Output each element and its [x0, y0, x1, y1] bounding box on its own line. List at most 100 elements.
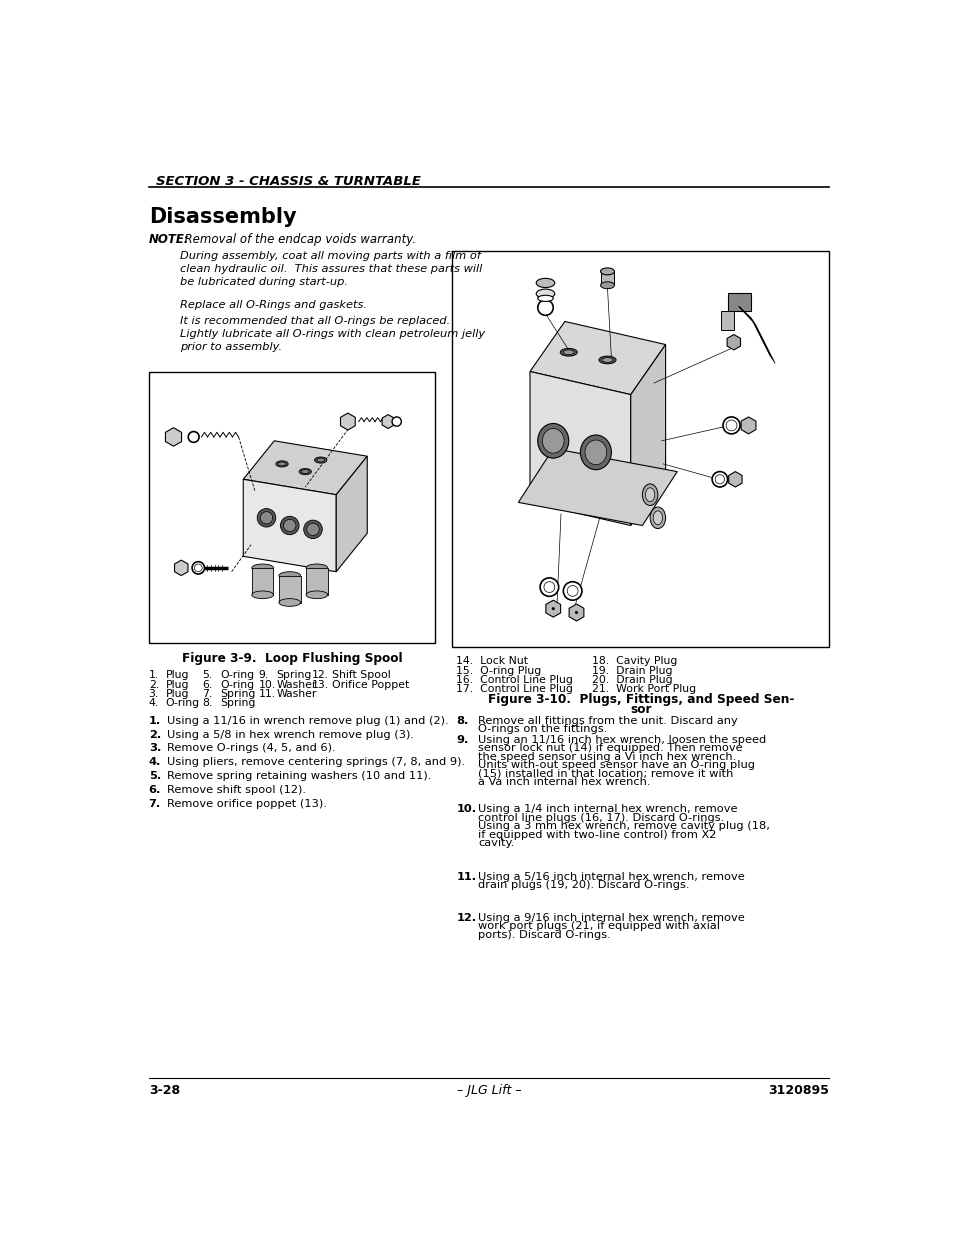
- Text: 12.: 12.: [311, 671, 328, 680]
- Ellipse shape: [598, 356, 616, 364]
- Text: Spring: Spring: [220, 689, 255, 699]
- Text: Replace all O-Rings and gaskets.: Replace all O-Rings and gaskets.: [179, 300, 366, 310]
- Bar: [599, 272, 614, 285]
- Ellipse shape: [559, 348, 577, 356]
- Bar: [727, 293, 750, 311]
- Ellipse shape: [316, 458, 324, 462]
- Text: 9.: 9.: [258, 671, 269, 680]
- Circle shape: [392, 417, 401, 426]
- Text: 8.: 8.: [202, 698, 213, 708]
- Polygon shape: [545, 600, 560, 618]
- Circle shape: [303, 520, 322, 538]
- Circle shape: [711, 472, 727, 487]
- Ellipse shape: [301, 469, 309, 473]
- Text: ports). Discard O-rings.: ports). Discard O-rings.: [477, 930, 610, 940]
- Polygon shape: [243, 441, 367, 495]
- Circle shape: [283, 520, 295, 531]
- Text: Using an 11/16 inch hex wrench, loosen the speed: Using an 11/16 inch hex wrench, loosen t…: [477, 735, 765, 745]
- Text: Using a 5/16 inch internal hex wrench, remove: Using a 5/16 inch internal hex wrench, r…: [477, 872, 744, 882]
- Text: O-ring: O-ring: [220, 671, 253, 680]
- Text: 20.  Drain Plug: 20. Drain Plug: [592, 674, 672, 685]
- Text: 11.: 11.: [258, 689, 275, 699]
- Text: Washer: Washer: [276, 679, 316, 689]
- Circle shape: [192, 562, 204, 574]
- Ellipse shape: [298, 468, 311, 474]
- Text: – JLG Lift –: – JLG Lift –: [456, 1084, 520, 1097]
- Text: 9.: 9.: [456, 735, 468, 745]
- Text: the speed sensor using a Vi inch hex wrench.: the speed sensor using a Vi inch hex wre…: [477, 752, 736, 762]
- Polygon shape: [340, 412, 355, 430]
- Text: 6.: 6.: [202, 679, 213, 689]
- Text: Spring: Spring: [220, 698, 255, 708]
- Text: 7.: 7.: [202, 689, 213, 699]
- Text: Spring: Spring: [276, 671, 312, 680]
- Ellipse shape: [601, 358, 612, 362]
- Text: if equipped with two-line control) from X2: if equipped with two-line control) from …: [477, 830, 716, 840]
- Text: Using a 3 mm hex wrench, remove cavity plug (18,: Using a 3 mm hex wrench, remove cavity p…: [477, 821, 769, 831]
- Ellipse shape: [252, 564, 274, 572]
- Text: 8.: 8.: [456, 716, 468, 726]
- Circle shape: [194, 564, 202, 572]
- Polygon shape: [243, 479, 335, 572]
- Circle shape: [280, 516, 298, 535]
- Text: 13.: 13.: [311, 679, 328, 689]
- Text: Units with-out speed sensor have an O-ring plug: Units with-out speed sensor have an O-ri…: [477, 761, 754, 771]
- Ellipse shape: [584, 440, 606, 464]
- Text: O-ring: O-ring: [166, 698, 200, 708]
- Polygon shape: [165, 427, 181, 446]
- Text: 3.: 3.: [149, 689, 159, 699]
- Ellipse shape: [314, 457, 327, 463]
- Text: drain plugs (19, 20). Discard O-rings.: drain plugs (19, 20). Discard O-rings.: [477, 881, 689, 890]
- Ellipse shape: [599, 282, 614, 289]
- Text: Plug: Plug: [166, 679, 189, 689]
- Bar: [720, 311, 733, 330]
- Text: Orifice Poppet: Orifice Poppet: [332, 679, 409, 689]
- Polygon shape: [630, 345, 665, 526]
- Text: 17.  Control Line Plug: 17. Control Line Plug: [456, 684, 573, 694]
- Ellipse shape: [537, 295, 553, 301]
- Text: Using a 5/8 in hex wrench remove plug (3).: Using a 5/8 in hex wrench remove plug (3…: [167, 730, 414, 740]
- Text: Washer: Washer: [276, 689, 316, 699]
- Ellipse shape: [536, 289, 555, 299]
- Text: a Va inch internal hex wrench.: a Va inch internal hex wrench.: [477, 777, 650, 787]
- Ellipse shape: [599, 268, 614, 275]
- Ellipse shape: [275, 461, 288, 467]
- Text: Remove shift spool (12).: Remove shift spool (12).: [167, 785, 306, 795]
- Text: 3120895: 3120895: [767, 1084, 828, 1097]
- Text: Remove all fittings from the unit. Discard any: Remove all fittings from the unit. Disca…: [477, 716, 737, 726]
- Text: sor: sor: [629, 703, 651, 715]
- Polygon shape: [728, 472, 741, 487]
- Text: 2.: 2.: [149, 679, 159, 689]
- Circle shape: [562, 582, 581, 600]
- Text: 15.  O-ring Plug: 15. O-ring Plug: [456, 666, 541, 676]
- Text: 6.: 6.: [149, 785, 161, 795]
- Circle shape: [257, 509, 275, 527]
- Circle shape: [551, 608, 555, 610]
- Text: O-ring: O-ring: [220, 679, 253, 689]
- Ellipse shape: [252, 592, 274, 599]
- Bar: [252, 568, 274, 595]
- Ellipse shape: [536, 278, 555, 288]
- Text: 2.: 2.: [149, 730, 161, 740]
- Polygon shape: [530, 321, 665, 395]
- Text: 19.  Drain Plug: 19. Drain Plug: [592, 666, 672, 676]
- Circle shape: [567, 585, 578, 597]
- Circle shape: [188, 431, 199, 442]
- Text: 1.: 1.: [149, 671, 159, 680]
- Text: cavity.: cavity.: [477, 839, 514, 848]
- Text: 5.: 5.: [202, 671, 213, 680]
- Text: Using a 11/16 in wrench remove plug (1) and (2).: Using a 11/16 in wrench remove plug (1) …: [167, 716, 449, 726]
- Text: 10.: 10.: [258, 679, 275, 689]
- Circle shape: [543, 582, 555, 593]
- Text: Using a 9/16 inch internal hex wrench, remove: Using a 9/16 inch internal hex wrench, r…: [477, 913, 744, 923]
- Polygon shape: [335, 456, 367, 572]
- Text: (15) installed in that location; remove it with: (15) installed in that location; remove …: [477, 769, 733, 779]
- Text: Plug: Plug: [166, 689, 189, 699]
- Text: Figure 3-9.  Loop Flushing Spool: Figure 3-9. Loop Flushing Spool: [182, 652, 402, 664]
- Polygon shape: [382, 415, 394, 429]
- Text: 1.: 1.: [149, 716, 161, 726]
- Circle shape: [715, 474, 723, 484]
- Text: Remove orifice poppet (13).: Remove orifice poppet (13).: [167, 799, 327, 809]
- Text: 12.: 12.: [456, 913, 476, 923]
- Ellipse shape: [278, 599, 300, 606]
